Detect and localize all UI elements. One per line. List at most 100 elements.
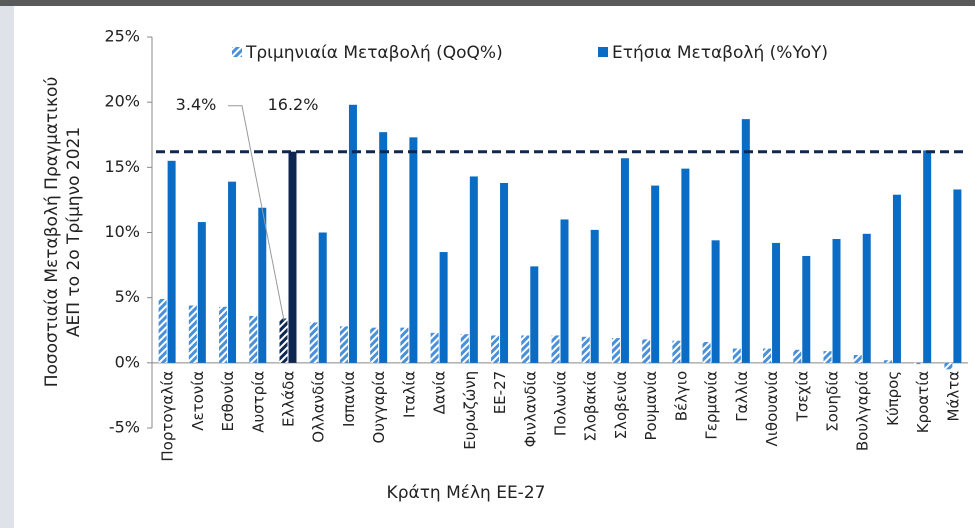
bar: [279, 318, 288, 363]
bar: [379, 132, 388, 363]
bar: [551, 335, 560, 363]
bar: [944, 362, 953, 370]
legend-label: Τριμηνιαία Μεταβολή (QoQ%): [245, 43, 503, 63]
bar: [409, 137, 418, 363]
bar: [711, 240, 720, 363]
bar: [188, 305, 197, 363]
bar: [348, 104, 357, 363]
bar: [651, 185, 660, 363]
y-axis-label: Ποσοστιαία Μεταβολή Πραγματικού: [42, 77, 62, 388]
x-tick-label: Ρουμανία: [642, 371, 660, 441]
bar: [318, 232, 327, 363]
y-tick-label: 0%: [115, 352, 140, 371]
bar: [258, 207, 267, 363]
x-tick-label: Βέλγιο: [672, 371, 690, 421]
y-tick-label: -5%: [109, 418, 140, 437]
x-tick-label: Βουλγαρία: [854, 371, 872, 451]
bar: [883, 360, 892, 363]
x-tick-label: Γερμανία: [703, 371, 721, 440]
x-tick-label: Πορτογαλία: [159, 371, 177, 462]
bar: [521, 335, 530, 363]
y-tick-label: 15%: [104, 157, 140, 176]
bar: [892, 194, 901, 363]
x-tick-label: Σλοβενία: [612, 371, 630, 440]
bar: [702, 341, 711, 363]
x-tick-label: Εσθονία: [219, 371, 237, 432]
x-tick-label: Σουηδία: [824, 371, 842, 432]
bar: [530, 266, 539, 363]
bar: [460, 334, 469, 363]
bar: [288, 151, 297, 363]
bar: [611, 338, 620, 363]
bar: [642, 339, 651, 363]
top-bar: [0, 0, 975, 6]
bar: [439, 252, 448, 363]
bar: [732, 348, 741, 363]
y-axis-label: ΑΕΠ το 2ο Τρίμηνο 2021: [64, 127, 84, 337]
bar: [158, 298, 167, 363]
bar: [772, 242, 781, 363]
x-tick-label: Λετονία: [189, 371, 207, 431]
legend-swatch: [598, 47, 608, 57]
bar: [469, 176, 478, 363]
bar: [581, 336, 590, 363]
bar: [832, 239, 841, 363]
x-tick-label: ΕΕ-27: [491, 371, 509, 414]
x-tick-label: Κύπρος: [884, 371, 902, 426]
bar: [339, 326, 348, 363]
bar: [763, 348, 772, 363]
x-tick-label: Δανία: [431, 371, 449, 415]
bar: [400, 327, 409, 363]
x-tick-label: Ισπανία: [340, 371, 358, 427]
legend-swatch: [232, 47, 242, 57]
annotation: 3.4%: [176, 95, 217, 114]
bar: [560, 219, 569, 363]
annotation: 16.2%: [268, 95, 319, 114]
bar: [430, 332, 439, 363]
bar: [197, 222, 206, 363]
x-tick-label: Λιθουανία: [763, 371, 781, 447]
bar: [228, 181, 237, 363]
bar: [823, 351, 832, 363]
x-tick-label: Φινλανδία: [521, 371, 539, 448]
bar: [620, 158, 629, 363]
bar: [862, 233, 871, 363]
x-tick-label: Κροατία: [914, 371, 932, 434]
bar: [590, 229, 599, 363]
bar: [914, 362, 923, 365]
x-tick-label: Αυστρία: [249, 371, 267, 433]
bar: [741, 119, 750, 363]
x-tick-label: Μάλτα: [944, 371, 962, 422]
bar: [370, 327, 379, 363]
bar: [953, 189, 962, 363]
bar: [793, 349, 802, 363]
bar: [672, 340, 681, 363]
bar: [681, 168, 690, 363]
bar: [923, 150, 932, 363]
leader-line: [228, 105, 285, 321]
x-tick-label: Ουγγαρία: [370, 371, 388, 444]
y-tick-label: 10%: [104, 222, 140, 241]
y-tick-label: 5%: [115, 287, 140, 306]
y-tick-label: 20%: [104, 92, 140, 111]
x-tick-label: Ολλανδία: [310, 371, 328, 443]
x-tick-label: Ιταλία: [400, 371, 418, 418]
x-tick-label: Ευρωζώνη: [461, 371, 479, 450]
bar: [167, 160, 176, 363]
bar: [309, 322, 318, 363]
x-axis-label: Κράτη Μέλη ΕΕ-27: [387, 483, 546, 503]
bar: [500, 182, 509, 363]
bar: [219, 306, 228, 363]
bar: [249, 315, 258, 363]
x-tick-label: Πολωνία: [552, 371, 570, 436]
bar: [491, 335, 500, 363]
x-tick-label: Τσεχία: [793, 371, 811, 423]
legend-label: Ετήσια Μεταβολή (%YoY): [612, 43, 828, 63]
bar: [802, 255, 811, 363]
y-tick-label: 25%: [104, 27, 140, 46]
x-tick-label: Σλοβακία: [582, 371, 600, 442]
bar: [853, 355, 862, 363]
x-tick-label: Γαλλία: [733, 371, 751, 422]
x-tick-label: Ελλάδα: [280, 371, 298, 427]
